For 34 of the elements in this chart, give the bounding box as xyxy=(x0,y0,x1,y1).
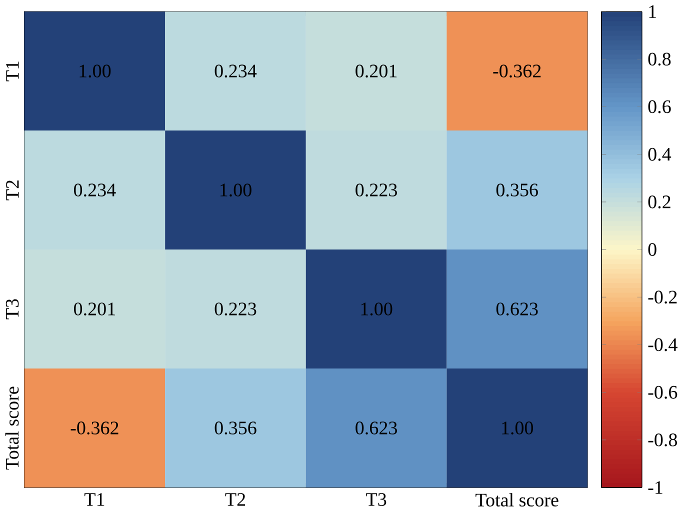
x-tick-label: Total score xyxy=(476,493,558,507)
color-bar-label: 0.6 xyxy=(648,100,671,114)
color-bar-label: -0.6 xyxy=(648,386,678,399)
data-label: 0.201 xyxy=(356,64,397,78)
color-bar-label: 0.4 xyxy=(648,148,672,161)
color-bar-label: -0.4 xyxy=(648,338,678,352)
x-tick-label: T3 xyxy=(366,493,386,506)
data-label: 1.00 xyxy=(361,302,392,316)
data-label: 0.201 xyxy=(74,302,115,316)
color-bar-label: 1 xyxy=(649,5,656,18)
data-label: 0.223 xyxy=(214,302,256,316)
y-tick-label: T3 xyxy=(6,299,19,320)
y-tick-label: T2 xyxy=(6,180,19,200)
data-label: 1.00 xyxy=(220,184,252,197)
data-label: 0.623 xyxy=(356,422,397,435)
data-label: 0.223 xyxy=(356,184,397,197)
data-label: 0.234 xyxy=(74,184,116,197)
color-bar-label: 0 xyxy=(648,243,656,256)
color-bar-label: -1 xyxy=(648,481,662,494)
color-bar-label: -0.2 xyxy=(648,290,677,304)
data-label: 0.623 xyxy=(496,302,538,316)
data-label: 0.356 xyxy=(496,184,538,197)
data-label: 0.234 xyxy=(214,64,257,78)
x-tick-label: T2 xyxy=(225,493,246,506)
color-bar-label: -0.8 xyxy=(648,434,677,446)
data-label: -0.362 xyxy=(70,422,118,435)
x-tick-label: T1 xyxy=(84,493,104,506)
data-label: -0.362 xyxy=(493,64,541,78)
data-label: 1.00 xyxy=(502,422,534,435)
y-tick-label: T1 xyxy=(6,62,19,82)
data-label: 0.356 xyxy=(214,422,256,435)
color-bar-label: 0.8 xyxy=(648,52,671,66)
data-label: 1.00 xyxy=(80,64,111,78)
color-bar-label: 0.2 xyxy=(648,196,670,209)
